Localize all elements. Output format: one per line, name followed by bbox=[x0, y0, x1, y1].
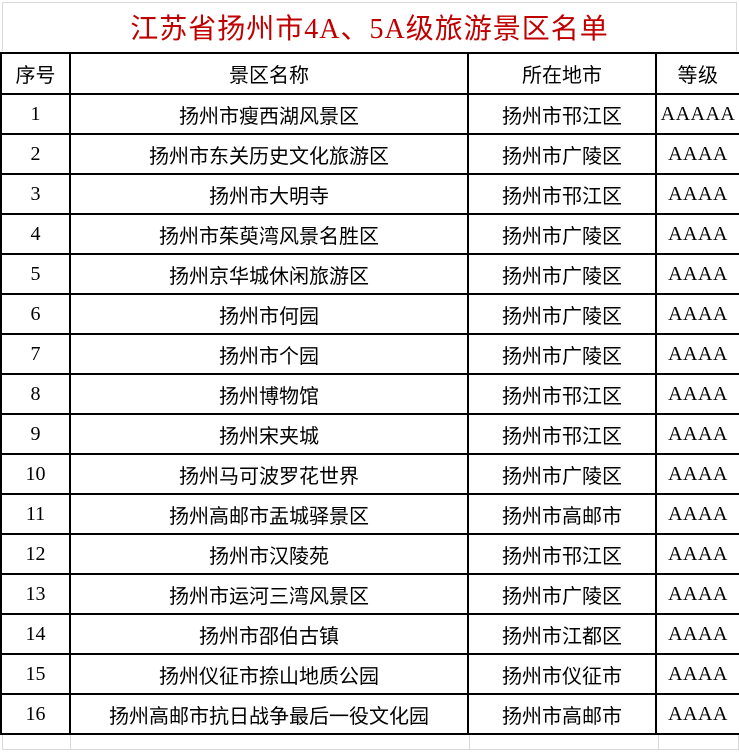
scenic-area-name: 扬州市大明寺 bbox=[69, 173, 469, 215]
row-index: 14 bbox=[0, 613, 71, 655]
grade-badge: AAAA bbox=[655, 453, 739, 495]
city: 扬州市邗江区 bbox=[467, 373, 657, 415]
table-row: 5 扬州京华城休闲旅游区 扬州市广陵区 AAAA bbox=[0, 253, 739, 295]
city: 扬州市仪征市 bbox=[467, 653, 657, 695]
scenic-area-name: 扬州博物馆 bbox=[69, 373, 469, 415]
grade-badge: AAAA bbox=[655, 173, 739, 215]
table-row: 13 扬州市运河三湾风景区 扬州市广陵区 AAAA bbox=[0, 573, 739, 615]
table-row: 14 扬州市邵伯古镇 扬州市江都区 AAAA bbox=[0, 613, 739, 655]
scenic-areas-table: 序号 景区名称 所在地市 等级 1 扬州市瘦西湖风景区 扬州市邗江区 AAAAA 2 扬州… bbox=[0, 52, 739, 735]
table-row: 7 扬州市个园 扬州市广陵区 AAAA bbox=[0, 333, 739, 375]
row-index: 16 bbox=[0, 693, 71, 735]
table-row: 8 扬州博物馆 扬州市邗江区 AAAA bbox=[0, 373, 739, 415]
table-row: 15 扬州仪征市捺山地质公园 扬州市仪征市 AAAA bbox=[0, 653, 739, 695]
table-row: 12 扬州市汉陵苑 扬州市邗江区 AAAA bbox=[0, 533, 739, 575]
row-index: 13 bbox=[0, 573, 71, 615]
table-row: 10 扬州马可波罗花世界 扬州市广陵区 AAAA bbox=[0, 453, 739, 495]
column-header-grade: 等级 bbox=[655, 52, 739, 95]
scenic-area-name: 扬州市个园 bbox=[69, 333, 469, 375]
row-index: 11 bbox=[0, 493, 71, 535]
scenic-area-name: 扬州市何园 bbox=[69, 293, 469, 335]
row-index: 8 bbox=[0, 373, 71, 415]
city: 扬州市邗江区 bbox=[467, 413, 657, 455]
table-body: 1 扬州市瘦西湖风景区 扬州市邗江区 AAAAA 2 扬州市东关历史文化旅游区 扬州市广陵区… bbox=[0, 93, 739, 735]
scenic-area-name: 扬州仪征市捺山地质公园 bbox=[69, 653, 469, 695]
empty-cell bbox=[659, 735, 738, 749]
grade-badge: AAAA bbox=[655, 493, 739, 535]
empty-cell bbox=[71, 735, 470, 749]
grade-badge: AAAA bbox=[655, 573, 739, 615]
page-title: 江苏省扬州市4A、5A级旅游景区名单 bbox=[2, 2, 737, 51]
grade-badge: AAAA bbox=[655, 373, 739, 415]
grade-badge: AAAA bbox=[655, 213, 739, 255]
grade-badge: AAAA bbox=[655, 133, 739, 175]
row-index: 15 bbox=[0, 653, 71, 695]
table-row: 2 扬州市东关历史文化旅游区 扬州市广陵区 AAAA bbox=[0, 133, 739, 175]
grade-badge: AAAA bbox=[655, 653, 739, 695]
grade-badge: AAAA bbox=[655, 693, 739, 735]
empty-spreadsheet-row bbox=[2, 735, 739, 750]
column-header-index: 序号 bbox=[0, 52, 71, 95]
table-row: 16 扬州高邮市抗日战争最后一役文化园 扬州市高邮市 AAAA bbox=[0, 693, 739, 735]
city: 扬州市广陵区 bbox=[467, 453, 657, 495]
scenic-area-name: 扬州高邮市盂城驿景区 bbox=[69, 493, 469, 535]
grade-badge: AAAA bbox=[655, 253, 739, 295]
row-index: 9 bbox=[0, 413, 71, 455]
city: 扬州市邗江区 bbox=[467, 533, 657, 575]
scenic-area-name: 扬州马可波罗花世界 bbox=[69, 453, 469, 495]
scenic-area-name: 扬州市汉陵苑 bbox=[69, 533, 469, 575]
row-index: 10 bbox=[0, 453, 71, 495]
column-header-city: 所在地市 bbox=[467, 52, 657, 95]
table-header-row: 序号 景区名称 所在地市 等级 bbox=[0, 52, 739, 95]
city: 扬州市广陵区 bbox=[467, 133, 657, 175]
table-row: 3 扬州市大明寺 扬州市邗江区 AAAA bbox=[0, 173, 739, 215]
city: 扬州市邗江区 bbox=[467, 93, 657, 135]
scenic-area-name: 扬州市运河三湾风景区 bbox=[69, 573, 469, 615]
grade-badge: AAAA bbox=[655, 333, 739, 375]
table-row: 4 扬州市茱萸湾风景名胜区 扬州市广陵区 AAAA bbox=[0, 213, 739, 255]
empty-cell bbox=[470, 735, 659, 749]
city: 扬州市江都区 bbox=[467, 613, 657, 655]
city: 扬州市广陵区 bbox=[467, 293, 657, 335]
scenic-area-name: 扬州高邮市抗日战争最后一役文化园 bbox=[69, 693, 469, 735]
grade-badge: AAAA bbox=[655, 613, 739, 655]
city: 扬州市高邮市 bbox=[467, 493, 657, 535]
empty-cell bbox=[3, 735, 71, 749]
grade-badge: AAAAA bbox=[655, 93, 739, 135]
city: 扬州市广陵区 bbox=[467, 213, 657, 255]
table-row: 11 扬州高邮市盂城驿景区 扬州市高邮市 AAAA bbox=[0, 493, 739, 535]
city: 扬州市广陵区 bbox=[467, 253, 657, 295]
scenic-area-name: 扬州市茱萸湾风景名胜区 bbox=[69, 213, 469, 255]
city: 扬州市广陵区 bbox=[467, 333, 657, 375]
column-header-name: 景区名称 bbox=[69, 52, 469, 95]
city: 扬州市邗江区 bbox=[467, 173, 657, 215]
table-row: 6 扬州市何园 扬州市广陵区 AAAA bbox=[0, 293, 739, 335]
scenic-area-name: 扬州市瘦西湖风景区 bbox=[69, 93, 469, 135]
row-index: 4 bbox=[0, 213, 71, 255]
scenic-area-name: 扬州市邵伯古镇 bbox=[69, 613, 469, 655]
grade-badge: AAAA bbox=[655, 413, 739, 455]
scenic-area-name: 扬州京华城休闲旅游区 bbox=[69, 253, 469, 295]
row-index: 1 bbox=[0, 93, 71, 135]
row-index: 7 bbox=[0, 333, 71, 375]
scenic-area-name: 扬州市东关历史文化旅游区 bbox=[69, 133, 469, 175]
row-index: 2 bbox=[0, 133, 71, 175]
grade-badge: AAAA bbox=[655, 533, 739, 575]
table-row: 9 扬州宋夹城 扬州市邗江区 AAAA bbox=[0, 413, 739, 455]
scenic-area-name: 扬州宋夹城 bbox=[69, 413, 469, 455]
table-row: 1 扬州市瘦西湖风景区 扬州市邗江区 AAAAA bbox=[0, 93, 739, 135]
row-index: 5 bbox=[0, 253, 71, 295]
row-index: 3 bbox=[0, 173, 71, 215]
city: 扬州市广陵区 bbox=[467, 573, 657, 615]
row-index: 12 bbox=[0, 533, 71, 575]
city: 扬州市高邮市 bbox=[467, 693, 657, 735]
grade-badge: AAAA bbox=[655, 293, 739, 335]
row-index: 6 bbox=[0, 293, 71, 335]
